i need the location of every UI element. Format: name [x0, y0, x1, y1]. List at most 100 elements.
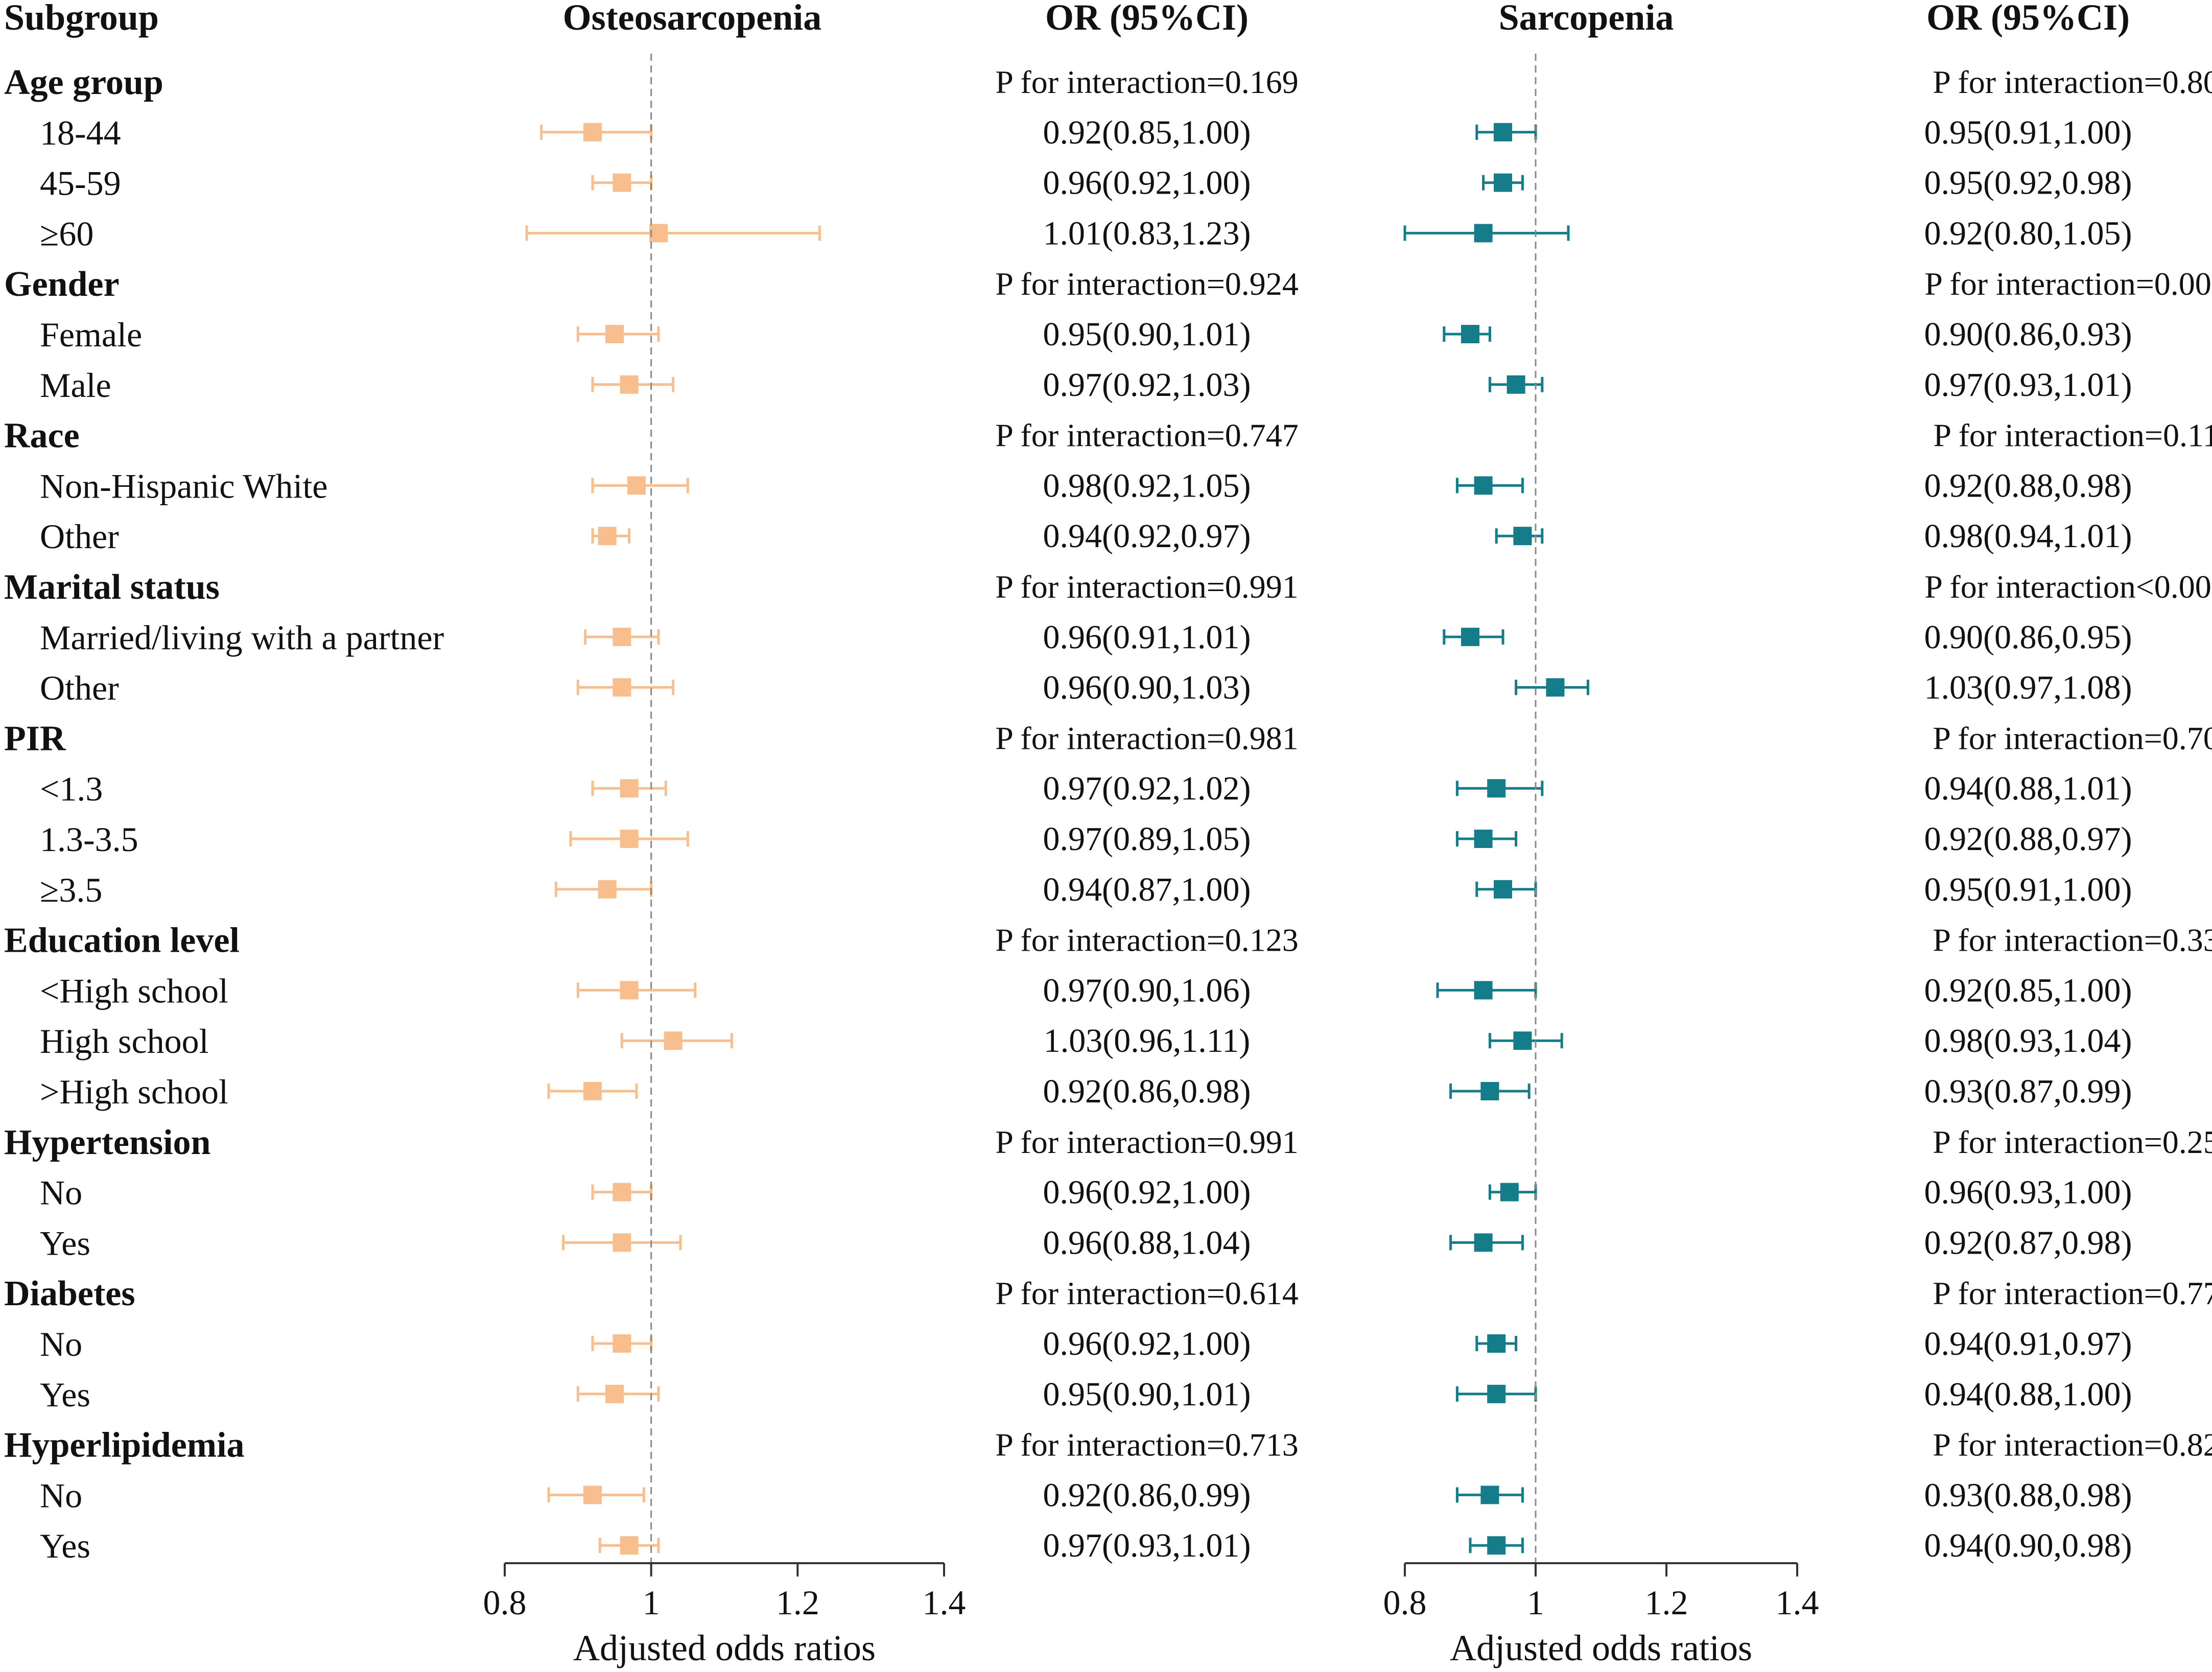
- p-interaction-osteosarcopenia: P for interaction=0.924: [995, 266, 1299, 302]
- or-point-osteosarcopenia: [620, 981, 639, 1000]
- or-point-osteosarcopenia: [620, 375, 639, 394]
- or-value-osteosarcopenia: 0.94(0.92,0.97): [1043, 517, 1251, 555]
- subgroup-label: No: [40, 1476, 82, 1515]
- subgroup-label: Married/living with a partner: [40, 618, 444, 657]
- or-value-osteosarcopenia: 0.97(0.92,1.02): [1043, 770, 1251, 807]
- or-point-sarcopenia: [1494, 123, 1512, 142]
- or-point-sarcopenia: [1546, 678, 1565, 697]
- or-point-osteosarcopenia: [613, 173, 631, 192]
- or-point-osteosarcopenia: [627, 476, 646, 495]
- or-point-osteosarcopenia: [583, 1082, 602, 1100]
- p-interaction-sarcopenia: P for interaction=0.804: [1933, 64, 2212, 100]
- p-interaction-osteosarcopenia: P for interaction=0.991: [995, 1124, 1299, 1160]
- subgroup-label: Female: [40, 315, 142, 354]
- group-label: Marital status: [4, 568, 220, 607]
- sarcopenia-or-header: OR (95%CI): [1926, 0, 2130, 38]
- or-point-sarcopenia: [1494, 880, 1512, 899]
- or-value-sarcopenia: 0.95(0.92,0.98): [1924, 164, 2132, 202]
- forest-rows: Age group P for interaction=0.169 P for in…: [4, 63, 2212, 1565]
- or-point-osteosarcopenia: [613, 1233, 631, 1252]
- subgroup-header: Subgroup: [4, 0, 159, 38]
- subgroup-label: 1.3-3.5: [40, 820, 138, 859]
- x-tick-label-sarcopenia: 1.2: [1645, 1583, 1688, 1622]
- or-point-sarcopenia: [1513, 1031, 1532, 1050]
- or-value-osteosarcopenia: 0.95(0.90,1.01): [1043, 316, 1251, 353]
- or-value-sarcopenia: 0.97(0.93,1.01): [1924, 366, 2132, 404]
- or-value-sarcopenia: 0.92(0.80,1.05): [1924, 215, 2132, 252]
- or-point-osteosarcopenia: [598, 527, 617, 546]
- p-interaction-sarcopenia: P for interaction=0.256: [1933, 1124, 2212, 1160]
- subgroup-label: ≥3.5: [40, 870, 102, 909]
- p-interaction-osteosarcopenia: P for interaction=0.991: [995, 569, 1299, 605]
- x-tick-label-osteosarcopenia: 1.2: [776, 1583, 819, 1622]
- or-point-osteosarcopenia: [620, 779, 639, 798]
- or-point-sarcopenia: [1480, 1486, 1499, 1504]
- or-value-sarcopenia: 0.94(0.88,1.01): [1924, 770, 2132, 807]
- subgroup-label: Other: [40, 517, 119, 556]
- or-point-sarcopenia: [1487, 1384, 1506, 1403]
- p-interaction-sarcopenia: P for interaction=0.119: [1933, 417, 2212, 454]
- or-value-osteosarcopenia: 0.96(0.92,1.00): [1043, 1325, 1251, 1362]
- sarcopenia-header: Sarcopenia: [1499, 0, 1674, 38]
- or-value-sarcopenia: 0.94(0.90,0.98): [1924, 1527, 2132, 1564]
- p-interaction-sarcopenia: P for interaction=0.703: [1933, 720, 2212, 756]
- or-point-osteosarcopenia: [649, 224, 668, 243]
- or-value-osteosarcopenia: 1.03(0.96,1.11): [1044, 1022, 1251, 1059]
- x-tick-label-osteosarcopenia: 1.4: [923, 1583, 966, 1622]
- or-value-osteosarcopenia: 0.97(0.93,1.01): [1043, 1527, 1251, 1564]
- or-value-osteosarcopenia: 0.92(0.86,0.99): [1043, 1476, 1251, 1514]
- x-tick-label-osteosarcopenia: 0.8: [483, 1583, 527, 1622]
- subgroup-label: No: [40, 1325, 82, 1363]
- or-value-sarcopenia: 0.92(0.88,0.98): [1924, 467, 2132, 504]
- or-value-sarcopenia: 0.92(0.87,0.98): [1924, 1224, 2132, 1261]
- p-interaction-sarcopenia: P for interaction=0.002*: [1924, 266, 2212, 302]
- p-interaction-sarcopenia: P for interaction<0.001*: [1924, 569, 2212, 605]
- or-point-osteosarcopenia: [605, 325, 624, 343]
- subgroup-label: >High school: [40, 1072, 228, 1111]
- or-point-sarcopenia: [1487, 1536, 1506, 1555]
- or-value-osteosarcopenia: 0.96(0.92,1.00): [1043, 164, 1251, 202]
- or-point-sarcopenia: [1513, 527, 1532, 546]
- or-value-sarcopenia: 0.92(0.85,1.00): [1924, 972, 2132, 1009]
- x-axis-label-osteosarcopenia: Adjusted odds ratios: [573, 1628, 876, 1668]
- or-value-osteosarcopenia: 0.95(0.90,1.01): [1043, 1376, 1251, 1413]
- or-point-osteosarcopenia: [620, 830, 639, 848]
- group-label: Race: [4, 416, 80, 456]
- subgroup-label: ≥60: [40, 214, 93, 253]
- subgroup-label: Non-Hispanic White: [40, 466, 327, 505]
- or-value-sarcopenia: 0.93(0.87,0.99): [1924, 1073, 2132, 1110]
- or-point-osteosarcopenia: [613, 1334, 631, 1353]
- or-point-sarcopenia: [1500, 1183, 1519, 1202]
- or-value-osteosarcopenia: 0.97(0.89,1.05): [1043, 820, 1251, 858]
- subgroup-label: Yes: [40, 1223, 90, 1262]
- or-value-sarcopenia: 0.95(0.91,1.00): [1924, 871, 2132, 908]
- or-point-sarcopenia: [1474, 224, 1493, 243]
- or-point-sarcopenia: [1461, 627, 1479, 646]
- group-label: Hypertension: [4, 1123, 210, 1162]
- p-interaction-sarcopenia: P for interaction=0.337: [1933, 922, 2212, 958]
- subgroup-label: <1.3: [40, 769, 103, 808]
- group-label: Hyperlipidemia: [4, 1426, 245, 1465]
- subgroup-label: Other: [40, 669, 119, 708]
- or-value-osteosarcopenia: 0.96(0.91,1.01): [1043, 619, 1251, 656]
- or-value-sarcopenia: 0.96(0.93,1.00): [1924, 1174, 2132, 1211]
- or-point-sarcopenia: [1474, 1233, 1493, 1252]
- or-point-osteosarcopenia: [620, 1536, 639, 1555]
- p-interaction-osteosarcopenia: P for interaction=0.713: [995, 1427, 1299, 1463]
- or-point-osteosarcopenia: [613, 678, 631, 697]
- x-tick-label-osteosarcopenia: 1: [643, 1583, 660, 1622]
- group-label: Age group: [4, 63, 163, 102]
- or-point-osteosarcopenia: [598, 880, 617, 899]
- subgroup-label: Yes: [40, 1375, 90, 1414]
- osteosarcopenia-header: Osteosarcopenia: [563, 0, 822, 38]
- or-value-osteosarcopenia: 1.01(0.83,1.23): [1043, 215, 1251, 252]
- or-value-osteosarcopenia: 0.96(0.88,1.04): [1043, 1224, 1251, 1261]
- or-value-sarcopenia: 0.98(0.94,1.01): [1924, 517, 2132, 555]
- osteosarcopenia-or-header: OR (95%CI): [1045, 0, 1249, 38]
- subgroup-label: Male: [40, 366, 111, 405]
- or-value-sarcopenia: 0.98(0.93,1.04): [1924, 1022, 2132, 1059]
- group-label: PIR: [4, 719, 66, 758]
- or-point-osteosarcopenia: [583, 123, 602, 142]
- p-interaction-osteosarcopenia: P for interaction=0.614: [995, 1275, 1299, 1311]
